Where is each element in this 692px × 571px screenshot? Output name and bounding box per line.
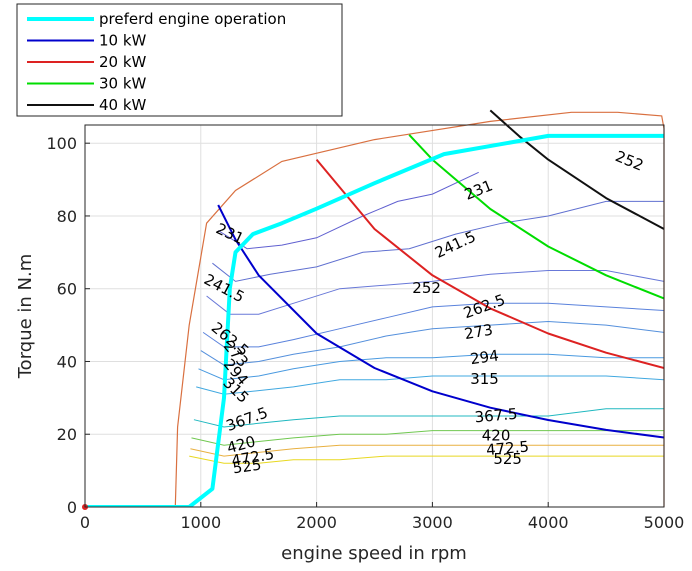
contour-label: 472.5 [485,437,529,459]
contour-label: 294 [469,346,500,368]
legend-label: 40 kW [99,96,147,114]
contour-252 [206,270,664,315]
series-line [315,158,664,369]
contour-231 [217,171,479,250]
contour-315 [196,375,664,395]
max-torque-boundary [174,111,665,508]
contour-label: 252 [412,279,441,297]
grid [84,125,665,508]
contour-367.5 [193,408,664,428]
y-tick-label: 20 [57,425,77,444]
legend-label: 20 kW [99,53,147,71]
contour-label: 525 [493,450,522,468]
plot-area [85,125,664,507]
y-tick-label: 100 [46,134,77,153]
x-tick-label: 0 [80,513,90,532]
contour-label: 315 [470,370,499,388]
legend-box [16,3,343,117]
y-tick-label: 40 [57,352,77,371]
legend: preferd engine operation 10 kW 20 kW 30 kW 4… [16,3,343,117]
contour-262.5 [202,302,664,348]
x-tick-label: 4000 [528,513,569,532]
contour-label: 367.5 [474,405,518,427]
x-tick-label: 1000 [180,513,221,532]
contour-273 [200,320,664,366]
x-tick-label: 2000 [296,513,337,532]
x-tick-label: 3000 [412,513,453,532]
plot-frame [84,124,665,508]
power-series [82,109,664,510]
contour-420 [191,430,664,446]
x-axis-label: engine speed in rpm [281,543,467,564]
contour-label: 525 [232,456,263,478]
axis-ticks: 0 1000 2000 3000 4000 5000 0 20 40 60 80 100 [46,134,684,532]
contour-472.5 [190,444,664,457]
contour-labels: 231231241.5241.5252252262.5262.527327329… [201,147,646,477]
torque-boundary [174,111,665,508]
legend-label: preferd engine operation [99,10,286,28]
series-line [408,134,664,300]
y-tick-label: 0 [67,498,77,517]
contour-294 [198,353,664,381]
series-line [217,204,664,439]
y-tick-label: 60 [57,280,77,299]
x-tick-label: 5000 [644,513,685,532]
series-line [85,133,664,507]
y-tick-label: 80 [57,207,77,226]
legend-label: 10 kW [99,32,147,50]
legend-label: 30 kW [99,75,147,93]
series-line [489,109,664,230]
efficiency-contours [189,171,664,464]
y-axis-label: Torque in N.m [15,254,36,380]
contour-525 [189,455,664,464]
contour-label: 273 [463,321,494,344]
contour-label: 420 [482,427,511,445]
